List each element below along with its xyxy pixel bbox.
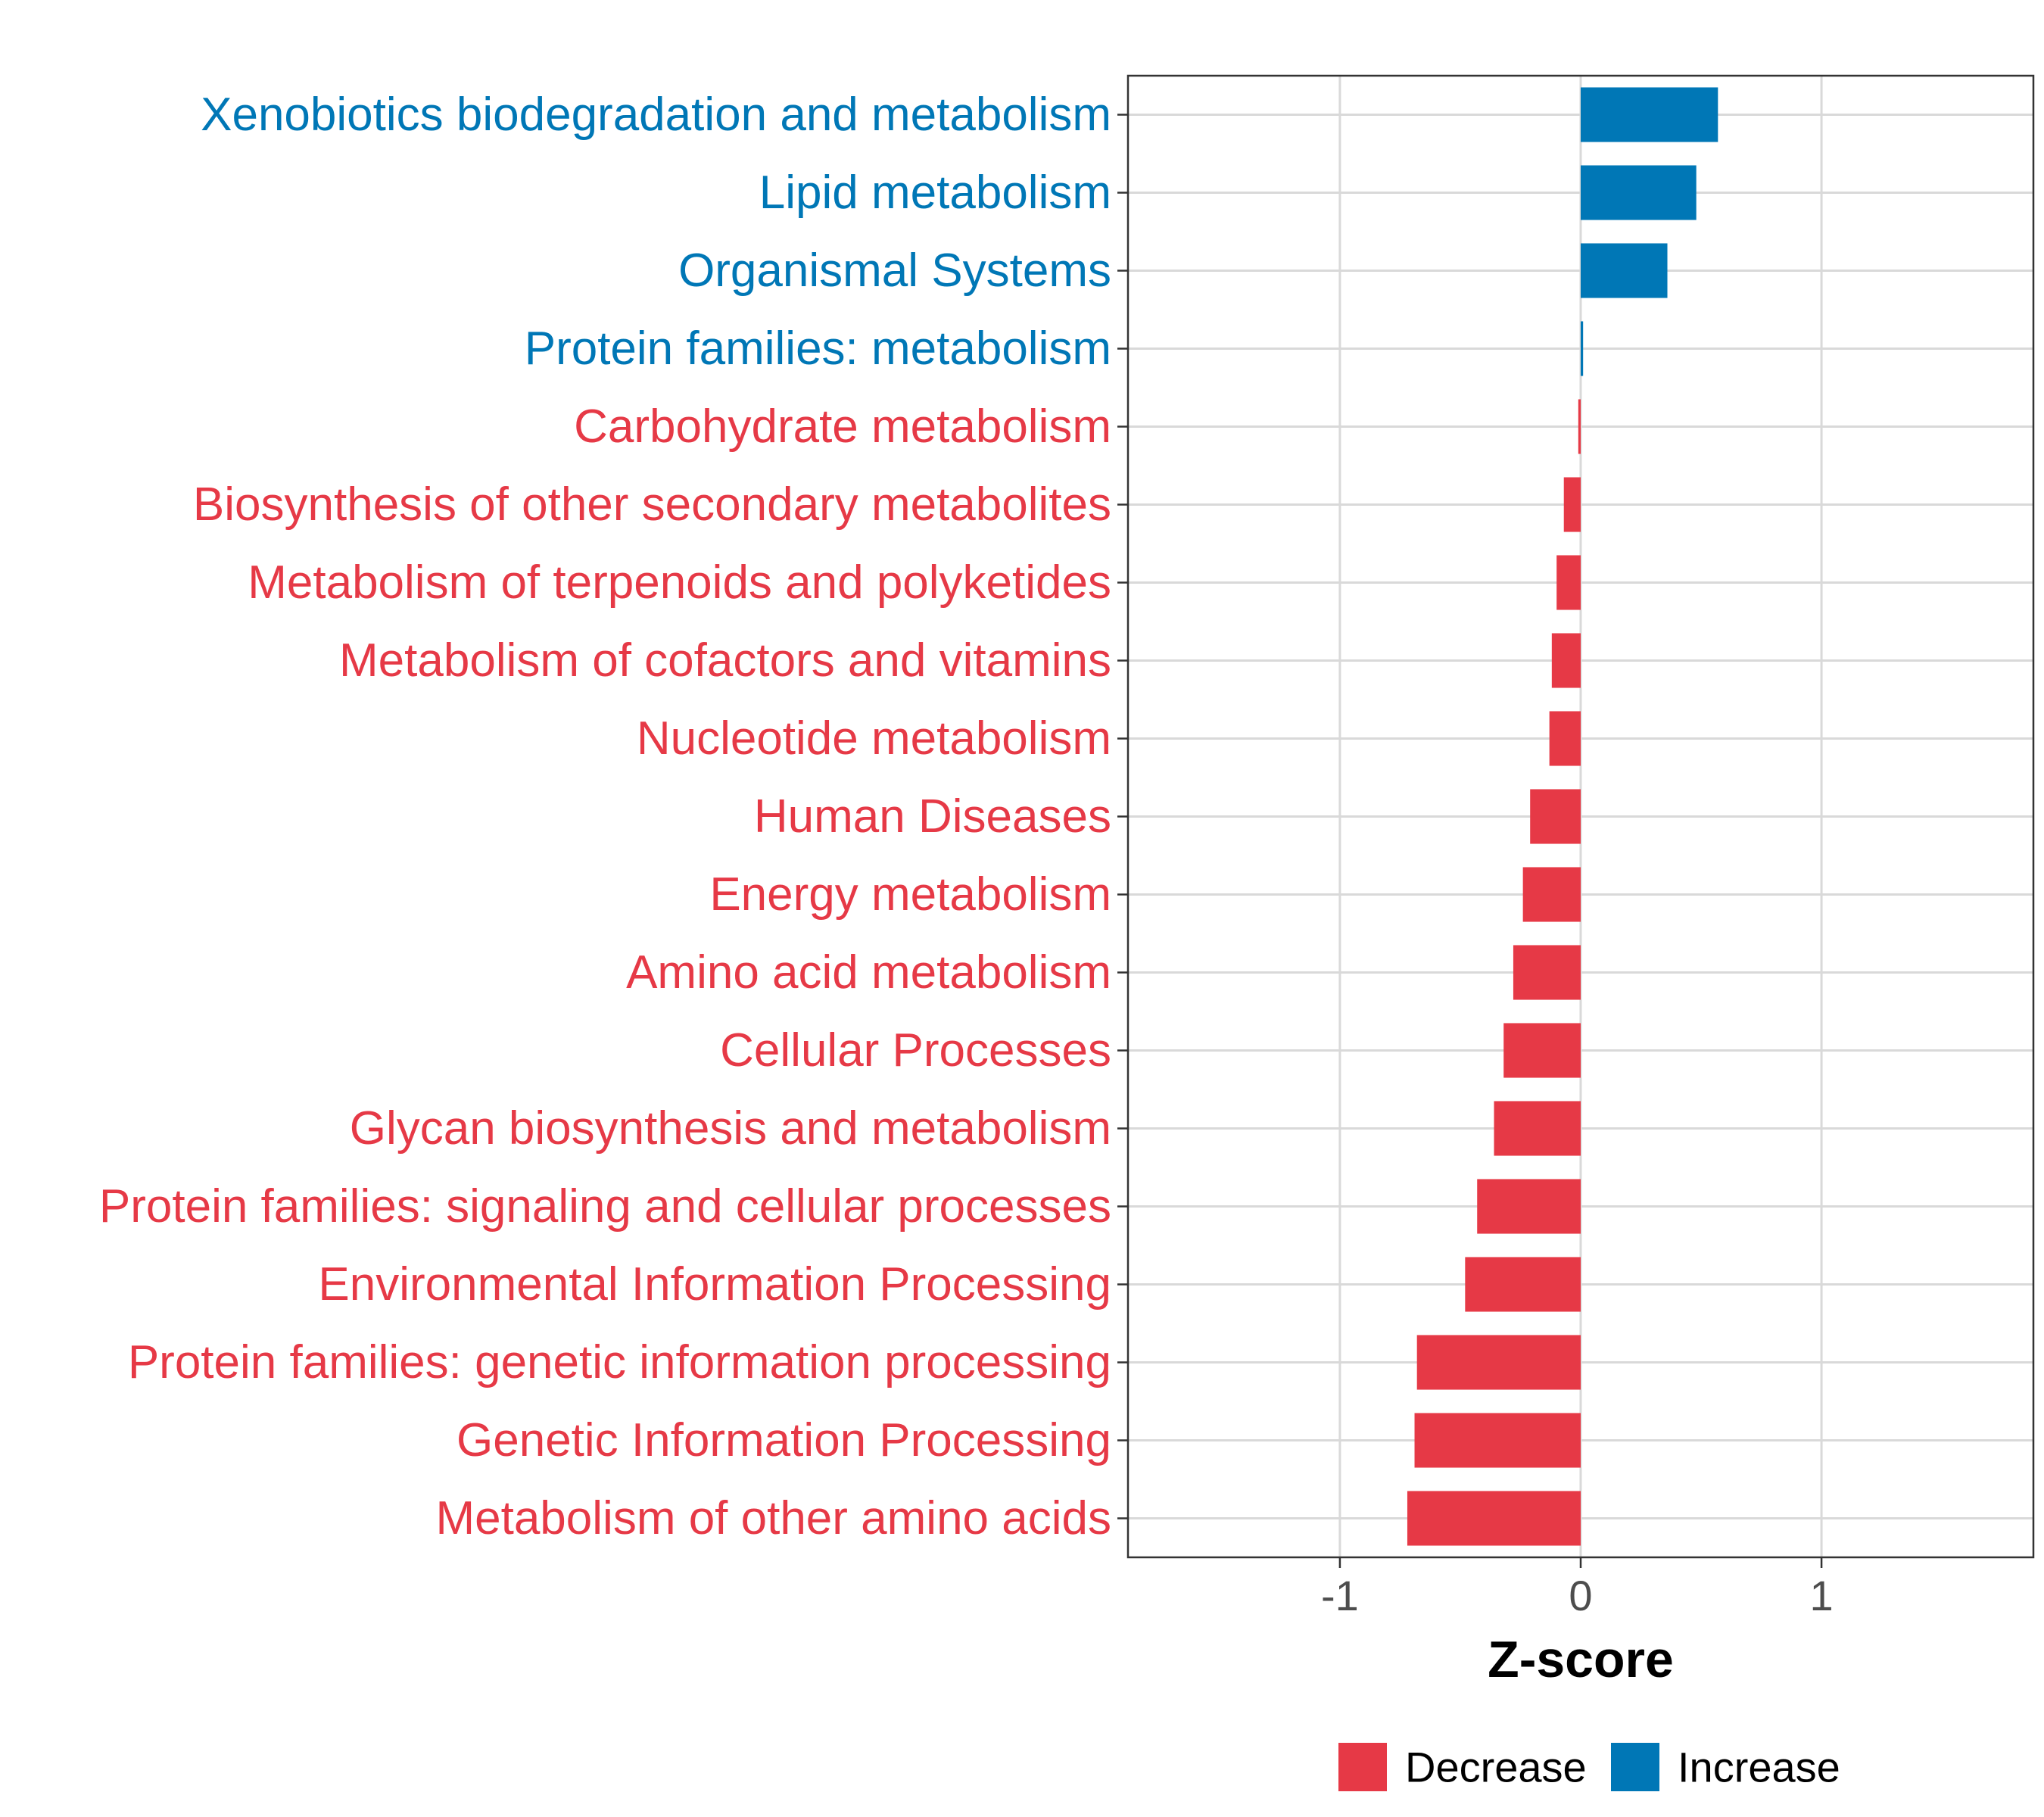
category-label: Human Diseases [754,790,1111,843]
legend-swatch-increase [1611,1743,1659,1791]
category-label: Protein families: signaling and cellular… [99,1180,1111,1233]
category-label: Glycan biosynthesis and metabolism [350,1102,1111,1155]
bar [1494,1101,1581,1156]
category-label: Energy metabolism [709,868,1111,921]
bar [1465,1257,1581,1312]
bar [1556,555,1581,610]
category-label: Carbohydrate metabolism [574,400,1111,453]
bar [1530,789,1581,844]
y-axis-labels: Xenobiotics biodegradation and metabolis… [99,89,1111,1544]
category-label: Metabolism of other amino acids [435,1492,1111,1544]
legend-swatch-decrease [1338,1743,1387,1791]
bar [1563,477,1581,532]
category-label: Genetic Information Processing [456,1414,1111,1466]
x-axis-title: Z-score [1488,1631,1674,1688]
bar [1513,945,1581,1000]
legend: Decrease Increase [1338,1743,1840,1791]
category-label: Cellular Processes [720,1024,1111,1077]
category-label: Biosynthesis of other secondary metaboli… [193,478,1111,531]
category-label: Amino acid metabolism [626,946,1111,999]
legend-label-decrease: Decrease [1405,1744,1587,1791]
category-label: Xenobiotics biodegradation and metabolis… [201,89,1111,141]
bar [1578,399,1581,454]
x-axis-ticks [1338,1557,1823,1568]
bar [1581,165,1697,220]
bars [1407,87,1718,1546]
x-tick-label: 1 [1810,1572,1834,1619]
bar [1581,243,1668,298]
y-axis-ticks [1117,114,1128,1519]
bar [1414,1413,1581,1468]
legend-label-increase: Increase [1678,1744,1840,1791]
bar [1581,321,1584,376]
x-tick-label: -1 [1321,1572,1359,1619]
category-label: Organismal Systems [678,245,1111,297]
category-label: Environmental Information Processing [318,1258,1111,1311]
x-tick-label: 0 [1569,1572,1592,1619]
bar [1416,1335,1581,1390]
category-label: Metabolism of terpenoids and polyketides [248,556,1111,609]
bar [1503,1023,1581,1078]
category-label: Protein families: metabolism [525,323,1111,375]
bar [1407,1491,1581,1546]
category-label: Protein families: genetic information pr… [128,1336,1111,1388]
category-label: Metabolism of cofactors and vitamins [339,634,1111,687]
category-label: Lipid metabolism [759,167,1111,219]
bar [1522,867,1581,922]
x-axis-labels: -1 0 1 [1321,1572,1834,1619]
bar [1549,711,1581,766]
bar [1477,1179,1581,1234]
category-label: Nucleotide metabolism [637,712,1111,765]
bar [1581,87,1718,142]
bar [1551,633,1581,688]
